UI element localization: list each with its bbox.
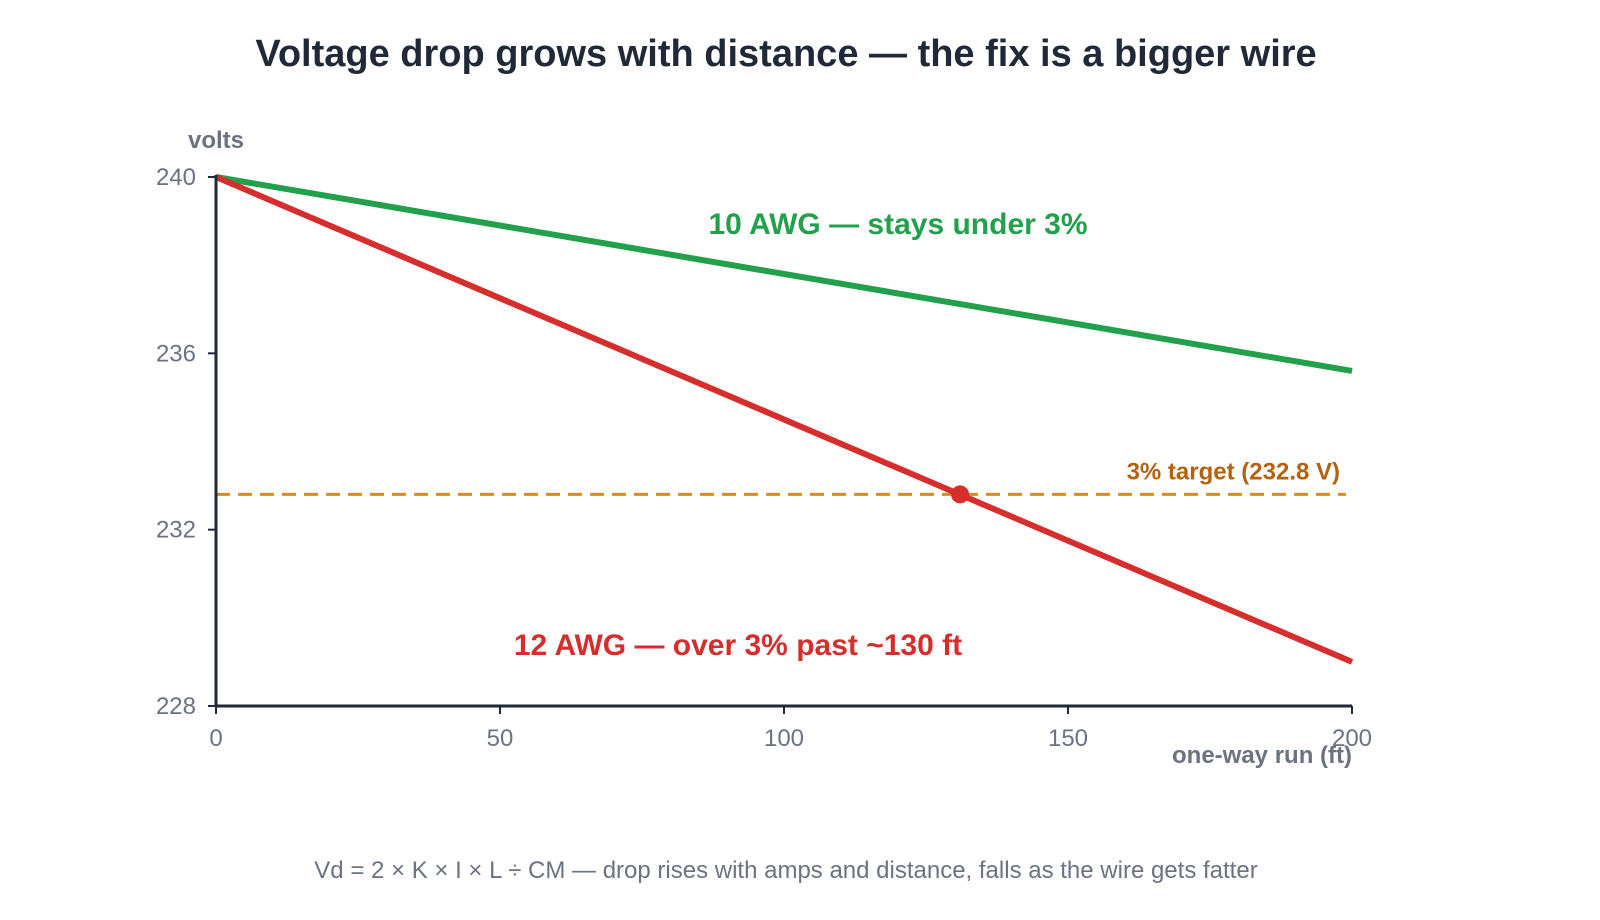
y-tick-label: 240 — [156, 164, 196, 191]
crossing-marker-group — [951, 485, 970, 504]
crossing-point-marker — [951, 485, 970, 504]
series-group — [214, 174, 1354, 665]
x-axis-label: one-way run (ft) — [1172, 742, 1352, 769]
y-axis-label: volts — [188, 127, 244, 154]
y-tick-label: 236 — [156, 340, 196, 367]
y-tick-label: 228 — [156, 693, 196, 720]
x-axis-ticks: 0 50 100 150 200 — [209, 706, 1372, 752]
chart-title: Voltage drop grows with distance — the f… — [255, 33, 1316, 75]
y-tick-label: 232 — [156, 517, 196, 544]
formula-footnote: Vd = 2 × K × I × L ÷ CM — drop rises wit… — [314, 857, 1257, 884]
x-tick-label: 0 — [209, 725, 222, 752]
target-reference-label: 3% target (232.8 V) — [1127, 458, 1340, 485]
reference-line-group: 3% target (232.8 V) — [216, 458, 1346, 496]
x-tick-label: 100 — [764, 725, 804, 752]
series-label-10-awg: 10 AWG — stays under 3% — [708, 208, 1087, 241]
series-line-10-awg — [215, 174, 1353, 374]
series-label-12-awg: 12 AWG — over 3% past ~130 ft — [514, 629, 962, 662]
x-tick-label: 150 — [1048, 725, 1088, 752]
series-labels: 10 AWG — stays under 3% 12 AWG — over 3% … — [514, 208, 1088, 662]
y-axis-ticks: 228 232 236 240 — [156, 164, 216, 720]
x-tick-label: 50 — [487, 725, 514, 752]
series-line-12-awg — [214, 174, 1354, 665]
x-tick-label: 200 — [1332, 725, 1372, 752]
